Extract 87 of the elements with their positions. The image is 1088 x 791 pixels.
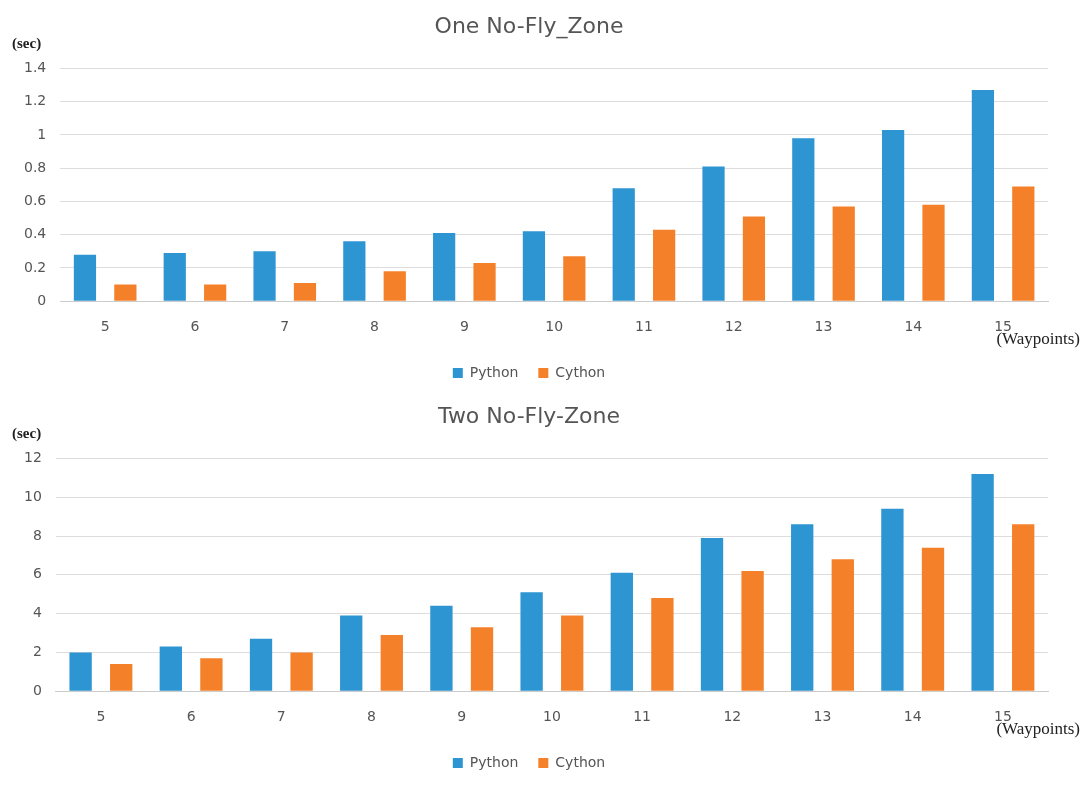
x-tick-label: 10: [542, 708, 561, 725]
y-axis-title: (sec): [12, 425, 42, 443]
x-tick-label: 6: [190, 318, 200, 335]
bar: [881, 508, 904, 691]
x-tick-label: 11: [633, 708, 652, 725]
y-tick-label: 1.4: [24, 59, 47, 76]
bar: [1012, 186, 1035, 301]
x-tick-label: 14: [904, 318, 923, 335]
x-tick-label: 8: [370, 318, 380, 335]
bar: [921, 547, 945, 691]
y-tick-label: 4: [32, 604, 42, 621]
bar: [831, 559, 854, 691]
bar: [561, 615, 584, 691]
bar: [702, 166, 725, 301]
bar: [470, 627, 494, 691]
bar: [73, 254, 97, 301]
legend-label: Python: [469, 363, 519, 380]
bar: [380, 634, 403, 691]
bar: [293, 282, 317, 301]
bar: [742, 216, 766, 301]
bar: [253, 251, 276, 301]
bar: [741, 570, 764, 691]
x-tick-label: 11: [635, 318, 653, 335]
y-tick-label: 12: [23, 449, 42, 466]
x-tick-label: 12: [723, 708, 742, 725]
bar: [700, 537, 724, 691]
y-tick-label: 0: [37, 291, 47, 308]
legend-label: Cython: [555, 363, 606, 380]
bar: [473, 262, 496, 301]
bar: [971, 473, 994, 691]
bar: [653, 229, 676, 301]
bar: [922, 204, 945, 301]
y-tick-label: 0.6: [24, 192, 47, 209]
x-tick-label: 9: [457, 708, 467, 725]
bar: [383, 271, 406, 301]
bar: [522, 231, 546, 301]
x-tick-label: 14: [903, 708, 922, 725]
x-tick-label: 7: [280, 318, 290, 335]
legend-label: Python: [469, 753, 519, 770]
y-tick-label: 8: [32, 526, 42, 543]
bar: [163, 252, 186, 301]
y-tick-label: 10: [23, 487, 42, 504]
bar: [340, 615, 363, 691]
y-tick-label: 2: [32, 643, 42, 660]
bar: [1012, 524, 1035, 691]
bar: [114, 284, 137, 301]
x-tick-label: 7: [276, 708, 286, 725]
bar: [110, 664, 133, 691]
y-axis-title: (sec): [12, 35, 42, 53]
x-tick-label: 8: [367, 708, 376, 725]
bar: [881, 129, 905, 301]
bar: [563, 256, 586, 301]
x-tick-label: 12: [724, 318, 743, 335]
bar: [791, 524, 814, 691]
bar: [433, 233, 456, 301]
y-tick-label: 0.4: [24, 225, 47, 242]
x-tick-label: 6: [186, 708, 196, 725]
bar: [520, 592, 543, 691]
bar: [430, 605, 453, 691]
bar: [651, 598, 674, 691]
bar: [204, 284, 227, 301]
bar: [612, 188, 635, 301]
legend-label: Cython: [555, 753, 606, 770]
y-tick-label: 1.2: [24, 92, 47, 109]
x-tick-label: 13: [814, 318, 833, 335]
chart-title: Two No-Fly-Zone: [437, 402, 620, 428]
bar: [971, 90, 995, 301]
bar: [159, 646, 182, 691]
x-tick-label: 9: [459, 318, 469, 335]
y-tick-label: 1: [37, 125, 47, 142]
bar: [200, 658, 223, 691]
chart-title: One No-Fly_Zone: [434, 12, 624, 39]
y-tick-label: 0: [32, 681, 42, 698]
x-tick-label: 5: [96, 708, 106, 725]
bar: [792, 138, 815, 301]
bar: [832, 206, 855, 301]
bar: [69, 652, 92, 691]
x-tick-label: 13: [813, 708, 832, 725]
y-tick-label: 0.2: [24, 258, 47, 275]
bar: [249, 638, 273, 691]
bar: [610, 572, 633, 691]
bar: [290, 652, 313, 691]
bar: [343, 241, 366, 301]
y-tick-label: 6: [32, 565, 42, 582]
y-tick-label: 0.8: [24, 158, 47, 175]
x-tick-label: 10: [545, 318, 564, 335]
x-tick-label: 5: [100, 318, 110, 335]
